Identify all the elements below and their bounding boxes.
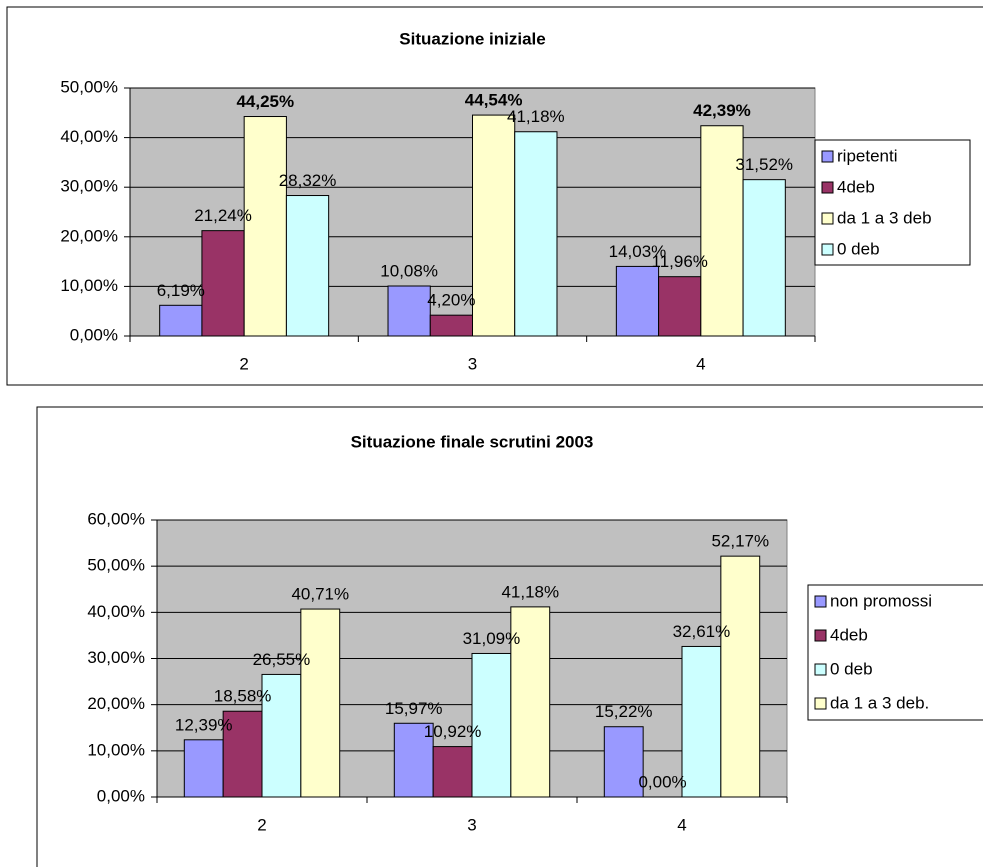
value-label: 44,54% bbox=[465, 91, 523, 110]
bar bbox=[681, 645, 722, 798]
legend-label: da 1 a 3 deb bbox=[837, 208, 932, 227]
legend-label: 4deb bbox=[830, 625, 868, 644]
chart-title: Situazione finale scrutini 2003 bbox=[351, 432, 594, 451]
bar bbox=[510, 606, 551, 798]
y-tick-label: 10,00% bbox=[60, 276, 118, 295]
value-label: 44,25% bbox=[236, 92, 294, 111]
x-tick-label: 2 bbox=[257, 815, 266, 834]
legend-label: da 1 a 3 deb. bbox=[830, 693, 929, 712]
y-tick-label: 50,00% bbox=[87, 556, 145, 575]
y-tick-label: 20,00% bbox=[87, 694, 145, 713]
bar bbox=[393, 722, 434, 798]
bar bbox=[603, 726, 644, 798]
value-label: 10,08% bbox=[380, 261, 438, 280]
bar bbox=[183, 739, 224, 798]
y-tick-label: 20,00% bbox=[60, 226, 118, 245]
bar bbox=[387, 285, 431, 337]
y-tick-label: 50,00% bbox=[60, 77, 118, 96]
chart-title: Situazione iniziale bbox=[399, 29, 545, 48]
value-label: 10,92% bbox=[424, 722, 482, 741]
x-tick-label: 3 bbox=[467, 815, 476, 834]
bar bbox=[432, 746, 473, 798]
value-label: 40,71% bbox=[291, 585, 349, 604]
legend-swatch bbox=[821, 181, 834, 194]
bar bbox=[300, 608, 341, 798]
y-tick-label: 60,00% bbox=[87, 509, 145, 528]
value-label: 28,32% bbox=[279, 171, 337, 190]
legend-label: 4deb bbox=[837, 177, 875, 196]
x-tick-label: 4 bbox=[677, 815, 686, 834]
legend-label: non promossi bbox=[830, 591, 932, 610]
value-label: 12,39% bbox=[175, 715, 233, 734]
value-label: 21,24% bbox=[194, 206, 252, 225]
legend-swatch bbox=[814, 697, 827, 710]
legend-label: 0 deb bbox=[830, 659, 873, 678]
bar bbox=[201, 230, 245, 337]
x-tick-label: 2 bbox=[239, 354, 248, 373]
value-label: 41,18% bbox=[501, 582, 559, 601]
value-label: 18,58% bbox=[214, 687, 272, 706]
legend-swatch bbox=[814, 663, 827, 676]
value-label: 11,96% bbox=[652, 252, 708, 271]
value-label: 26,55% bbox=[253, 650, 311, 669]
value-label: 42,39% bbox=[693, 101, 751, 120]
y-tick-label: 0,00% bbox=[97, 786, 145, 805]
bar bbox=[471, 652, 512, 798]
legend-swatch bbox=[821, 243, 834, 256]
value-label: 15,97% bbox=[385, 699, 443, 718]
y-tick-label: 10,00% bbox=[87, 740, 145, 759]
legend-label: 0 deb bbox=[837, 239, 880, 258]
bar bbox=[429, 314, 473, 337]
value-label: 52,17% bbox=[711, 532, 769, 551]
y-tick-label: 30,00% bbox=[60, 177, 118, 196]
bar bbox=[222, 710, 263, 798]
x-tick-label: 3 bbox=[468, 354, 477, 373]
bar bbox=[472, 114, 516, 337]
legend-label: ripetenti bbox=[837, 146, 897, 165]
bar bbox=[700, 125, 744, 337]
value-label: 14,03% bbox=[609, 242, 667, 261]
bar bbox=[285, 195, 330, 337]
bar bbox=[720, 555, 761, 798]
legend-swatch bbox=[821, 212, 834, 225]
value-label: 31,09% bbox=[463, 629, 521, 648]
value-label: 32,61% bbox=[673, 622, 731, 641]
y-tick-label: 0,00% bbox=[70, 325, 118, 344]
bar bbox=[742, 179, 786, 337]
bar bbox=[615, 265, 660, 337]
legend-box bbox=[807, 584, 983, 721]
bar bbox=[261, 673, 302, 798]
legend-swatch bbox=[814, 629, 827, 642]
legend-box bbox=[814, 139, 971, 266]
bar bbox=[658, 276, 702, 337]
value-label: 4,20% bbox=[427, 291, 475, 310]
value-label: 0,00% bbox=[638, 772, 686, 791]
value-label: 41,18% bbox=[507, 107, 565, 126]
y-tick-label: 40,00% bbox=[60, 127, 118, 146]
y-tick-label: 30,00% bbox=[87, 648, 145, 667]
value-label: 31,52% bbox=[735, 155, 793, 174]
value-label: 15,22% bbox=[595, 702, 653, 721]
y-tick-label: 40,00% bbox=[87, 602, 145, 621]
legend-swatch bbox=[821, 150, 834, 163]
x-tick-label: 4 bbox=[696, 354, 705, 373]
legend-swatch bbox=[814, 595, 827, 608]
bar bbox=[514, 131, 558, 337]
bar bbox=[159, 304, 203, 337]
bar bbox=[243, 116, 287, 337]
value-label: 6,19% bbox=[157, 281, 205, 300]
